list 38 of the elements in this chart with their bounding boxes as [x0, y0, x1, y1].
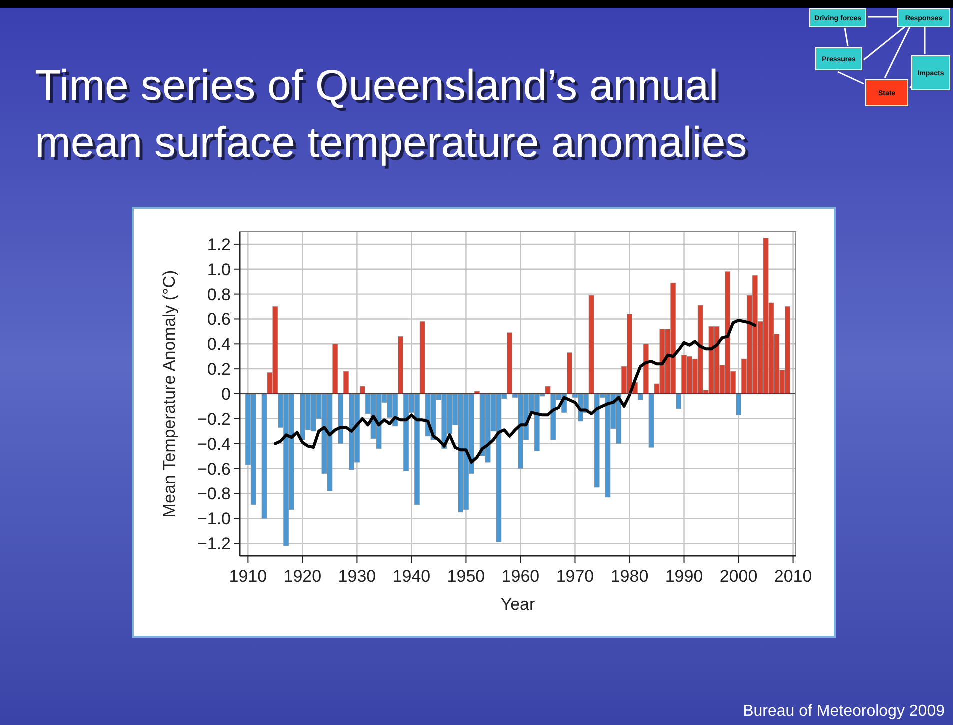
- y-tick-label: −0.4: [197, 434, 231, 454]
- bar: [736, 394, 742, 416]
- x-tick-label: 1970: [556, 567, 594, 586]
- x-axis-title: Year: [500, 595, 536, 614]
- x-tick-label: 1940: [392, 567, 431, 586]
- chart-title: Time series of Queensland’s annual mean surface temperature anomalies: [35, 62, 750, 170]
- x-tick-label: 2010: [774, 567, 812, 586]
- y-tick-label: −0.8: [197, 484, 231, 504]
- line-series: [274, 318, 757, 464]
- y-tick-label: −0.6: [197, 460, 231, 479]
- y-tick-label: 0.2: [207, 360, 231, 380]
- y-tick-label: 0: [222, 385, 231, 404]
- y-tick-label: −0.2: [197, 410, 231, 429]
- bar: [338, 394, 344, 444]
- x-tick-label: 1910: [229, 567, 268, 586]
- bar: [398, 336, 404, 394]
- bar: [676, 394, 682, 410]
- x-tick-label: 1920: [284, 567, 322, 586]
- x-tick-label: 1950: [447, 567, 486, 586]
- x-tick-label: 1990: [665, 567, 704, 586]
- y-axis-title: Mean Temperature Anomaly (°C): [160, 270, 179, 518]
- x-tick-label: 1960: [502, 567, 540, 586]
- y-tick-label: −1.2: [197, 534, 231, 554]
- bar: [344, 371, 349, 394]
- y-tick-label: 0.6: [207, 310, 231, 330]
- text: Bureau of Meteorology 2009: [743, 703, 946, 720]
- bar: [638, 394, 644, 400]
- x-tick-label: 2000: [720, 567, 758, 586]
- bar: [567, 352, 572, 394]
- y-tick-label: 0.8: [207, 285, 231, 304]
- bar: [507, 332, 513, 394]
- bar: [360, 386, 366, 394]
- x-tick-label: 1930: [338, 567, 376, 586]
- y-tick-label: −1.0: [197, 510, 231, 529]
- x-tick-label: 1980: [610, 567, 649, 586]
- y-tick-label: 1.2: [207, 235, 231, 254]
- y-tick-label: 0.4: [207, 335, 231, 354]
- y-tick-label: 1.0: [207, 260, 231, 280]
